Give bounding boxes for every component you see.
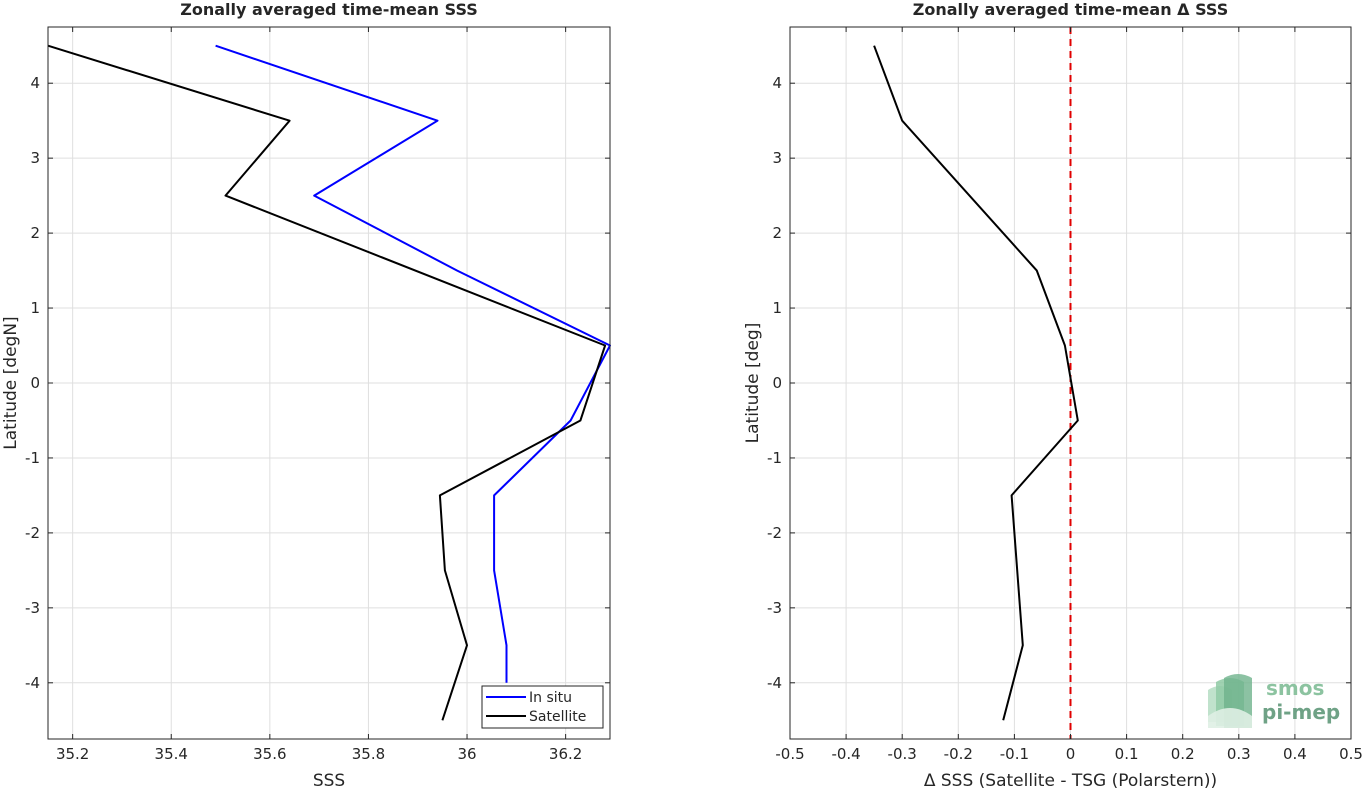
y-tick-label: -4 (767, 674, 782, 692)
y-tick-label: -3 (25, 599, 40, 617)
series-line-satellite (47, 44, 607, 721)
x-tick-label: 0.3 (1227, 745, 1251, 763)
logo-line1: smos (1266, 676, 1324, 700)
x-tick-label: 0.4 (1283, 745, 1307, 763)
y-axis-label: Latitude [degN] (1, 316, 21, 449)
y-tick-label: -2 (767, 524, 782, 542)
y-tick-label: -1 (25, 449, 40, 467)
x-tick-label: -0.1 (1000, 745, 1029, 763)
series-line-in-situ (215, 44, 611, 683)
chart-title: Zonally averaged time-mean Δ SSS (913, 0, 1229, 19)
y-tick-label: 1 (30, 299, 40, 317)
smos-pi-mep-logo: smos pi-mep (1208, 674, 1340, 728)
y-tick-label: 0 (772, 374, 782, 392)
y-tick-label: -1 (767, 449, 782, 467)
y-tick-label: 0 (30, 374, 40, 392)
x-tick-label: 0.1 (1115, 745, 1139, 763)
x-tick-label: -0.2 (944, 745, 973, 763)
x-tick-label: 35.2 (56, 745, 89, 763)
x-tick-label: 36.2 (549, 745, 582, 763)
right-chart-panel: -0.5 -0.4 -0.3 -0.2 -0.1 0 0.1 0.2 0.3 0.4 0.5 -4 -3… (743, 0, 1363, 791)
x-tick-label: 35.4 (155, 745, 188, 763)
y-tick-label: 3 (30, 149, 40, 167)
x-tick-label: 0.2 (1171, 745, 1195, 763)
x-tick-label: -0.3 (888, 745, 917, 763)
legend-label: Satellite (529, 709, 586, 725)
x-tick-label: 0 (1066, 745, 1076, 763)
x-tick-label: 35.6 (253, 745, 286, 763)
y-tick-label: 2 (772, 224, 782, 242)
x-axis-label: SSS (313, 771, 345, 791)
y-tick-label: 2 (30, 224, 40, 242)
legend-box (481, 685, 604, 729)
y-tick-label: -3 (767, 599, 782, 617)
y-tick-label: -2 (25, 524, 40, 542)
x-axis-label: Δ SSS (Satellite - TSG (Polarstern)) (924, 771, 1217, 791)
y-tick-label: 1 (772, 299, 782, 317)
x-tick-label: 35.8 (352, 745, 385, 763)
y-tick-label: 4 (30, 74, 40, 92)
logo-waves-icon (1208, 674, 1252, 728)
x-tick-label: -0.5 (775, 745, 804, 763)
y-axis-label: Latitude [deg] (743, 323, 763, 444)
series-line-0 (873, 45, 1079, 721)
x-tick-label: 0.5 (1339, 745, 1363, 763)
legend-label: In situ (529, 690, 572, 706)
left-chart-panel: 35.2 35.4 35.6 35.8 36 36.2 -4 -3 -2 -1 0 1 2 3 4 Zonal… (1, 0, 611, 791)
y-tick-label: -4 (25, 674, 40, 692)
y-tick-label: 3 (772, 149, 782, 167)
chart-title: Zonally averaged time-mean SSS (180, 0, 478, 19)
x-tick-label: -0.4 (831, 745, 860, 763)
y-tick-label: 4 (772, 74, 782, 92)
logo-line2: pi-mep (1262, 700, 1340, 724)
x-tick-label: 36 (457, 745, 476, 763)
